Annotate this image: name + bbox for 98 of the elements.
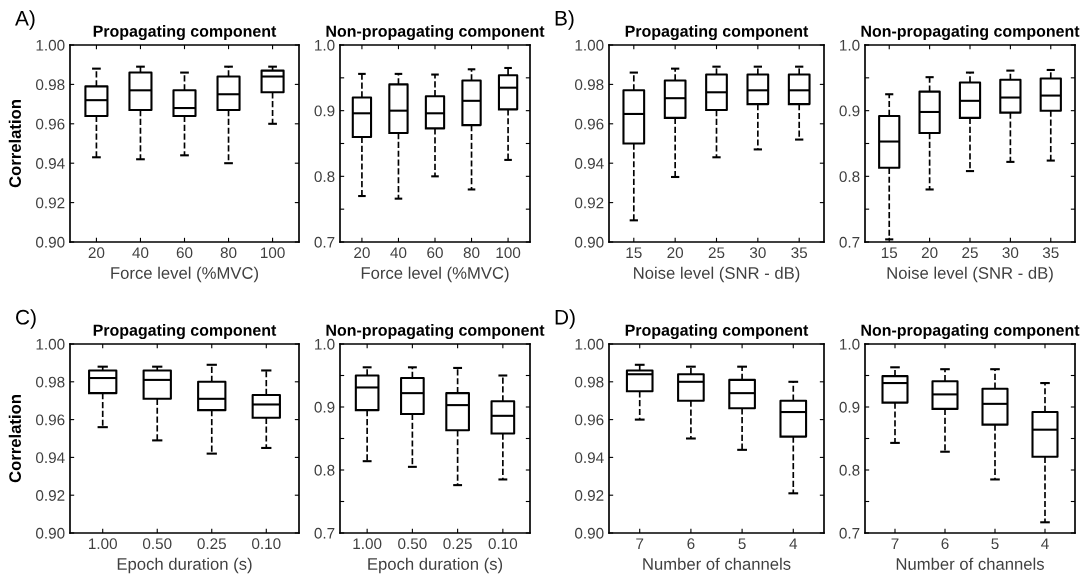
x-tick-label: 4 [789, 538, 798, 549]
x-tick-label: 0.25 [443, 538, 472, 550]
x-tick-label: 7 [636, 538, 644, 549]
y-tick-label: 0.90 [36, 527, 65, 539]
y-tick-label: 0.9 [314, 105, 335, 117]
y-axis-title: Correlation [8, 100, 21, 188]
x-tick-label: 20 [88, 247, 105, 259]
x-axis-title: Force level (%MVC) [111, 266, 259, 283]
y-tick-label: 0.94 [36, 452, 65, 464]
y-tick-label: 0.94 [575, 158, 604, 169]
x-tick-label: 100 [261, 247, 285, 259]
y-tick-label: 0.7 [314, 236, 335, 248]
y-tick-label: 0.90 [36, 236, 65, 248]
x-tick-label: 100 [496, 247, 521, 259]
y-tick-label: 0.96 [36, 414, 65, 426]
y-tick-label: 0.7 [314, 527, 335, 539]
y-tick-label: 0.8 [839, 171, 860, 183]
x-tick-label: 20 [667, 247, 684, 259]
x-tick-label: 4 [1041, 538, 1049, 549]
x-tick-label: 0.50 [142, 538, 172, 550]
chart-title: Non-propagating component [861, 324, 1080, 340]
x-tick-label: 35 [1042, 247, 1059, 259]
x-tick-label: 80 [220, 247, 237, 259]
y-tick-label: 1.0 [315, 39, 335, 51]
x-axis-title: Noise level (SNR - dB) [634, 266, 800, 283]
x-tick-label: 7 [891, 538, 899, 549]
y-tick-label: 0.9 [314, 401, 335, 413]
y-tick-label: 0.7 [839, 527, 860, 539]
x-tick-label: 1.00 [89, 538, 117, 550]
x-tick-label: 0.50 [398, 538, 427, 550]
x-tick-label: 0.10 [252, 538, 281, 550]
x-tick-label: 60 [176, 247, 193, 259]
y-tick-label: 0.90 [575, 236, 604, 248]
text: A) [15, 10, 35, 30]
y-tick-label: 0.98 [36, 79, 65, 91]
x-axis-title: Force level (%MVC) [361, 266, 509, 283]
chart-title: Propagating component [93, 25, 277, 41]
x-tick-label: 25 [708, 247, 725, 259]
x-tick-label: 35 [791, 247, 808, 259]
x-tick-label: 0.25 [197, 538, 226, 550]
x-tick-label: 5 [738, 538, 746, 550]
chart-title: Propagating component [625, 25, 809, 41]
x-tick-label: 30 [749, 247, 766, 259]
x-tick-label: 25 [962, 247, 978, 259]
chart-title: Non-propagating component [326, 324, 545, 340]
y-tick-label: 0.92 [36, 490, 65, 501]
x-tick-label: 30 [1002, 247, 1019, 259]
x-tick-label: 40 [132, 247, 149, 259]
chart-title: Non-propagating component [861, 25, 1080, 41]
y-tick-label: 1.00 [36, 338, 65, 350]
chart-title: Propagating component [93, 324, 277, 340]
x-tick-label: 5 [991, 538, 999, 550]
y-tick-label: 0.96 [36, 118, 65, 130]
chart-title: Non-propagating component [326, 25, 545, 41]
text: B) [555, 10, 574, 30]
y-tick-label: 0.92 [575, 197, 604, 209]
x-axis-title: Noise level (SNR - dB) [887, 266, 1053, 283]
x-axis-title: Epoch duration (s) [368, 557, 503, 574]
y-tick-label: 1.00 [36, 39, 65, 51]
y-axis-title: Correlation [8, 395, 21, 483]
x-tick-label: 6 [941, 538, 949, 550]
x-axis-title: Number of channels [896, 557, 1044, 570]
y-tick-label: 0.8 [314, 171, 335, 183]
y-tick-label: 0.92 [575, 490, 604, 501]
y-tick-label: 0.98 [575, 376, 604, 388]
x-tick-label: 20 [921, 247, 938, 259]
y-tick-label: 0.8 [839, 464, 860, 476]
y-tick-label: 1.00 [575, 39, 604, 51]
x-tick-label: 20 [354, 247, 370, 259]
y-tick-label: 1.0 [840, 338, 860, 350]
x-axis-title: Epoch duration (s) [117, 557, 252, 574]
y-tick-label: 0.98 [36, 376, 65, 388]
y-tick-label: 0.90 [575, 527, 604, 539]
y-tick-label: 1.0 [840, 39, 860, 51]
y-tick-label: 1.0 [315, 338, 335, 350]
y-tick-label: 0.7 [839, 236, 860, 248]
x-tick-label: 6 [687, 538, 695, 550]
x-tick-label: 15 [626, 247, 642, 259]
x-tick-label: 1.00 [353, 538, 382, 550]
x-tick-label: 80 [463, 247, 480, 259]
chart-title: Propagating component [625, 324, 809, 340]
y-tick-label: 0.98 [575, 79, 604, 91]
y-tick-label: 0.9 [839, 401, 860, 413]
x-axis-title: Number of channels [643, 557, 791, 570]
y-tick-label: 1.00 [575, 338, 604, 350]
x-tick-label: 0.10 [488, 538, 518, 550]
y-tick-label: 0.94 [36, 158, 65, 169]
y-tick-label: 0.9 [839, 105, 860, 117]
y-tick-label: 0.92 [36, 197, 65, 209]
y-tick-label: 0.94 [575, 452, 604, 464]
text: C) [16, 309, 36, 329]
y-tick-label: 0.96 [575, 118, 604, 130]
x-tick-label: 15 [881, 247, 898, 259]
x-tick-label: 60 [427, 247, 443, 259]
x-tick-label: 40 [390, 247, 407, 259]
y-tick-label: 0.8 [314, 464, 335, 476]
text: D) [555, 309, 575, 329]
y-tick-label: 0.96 [575, 414, 604, 426]
